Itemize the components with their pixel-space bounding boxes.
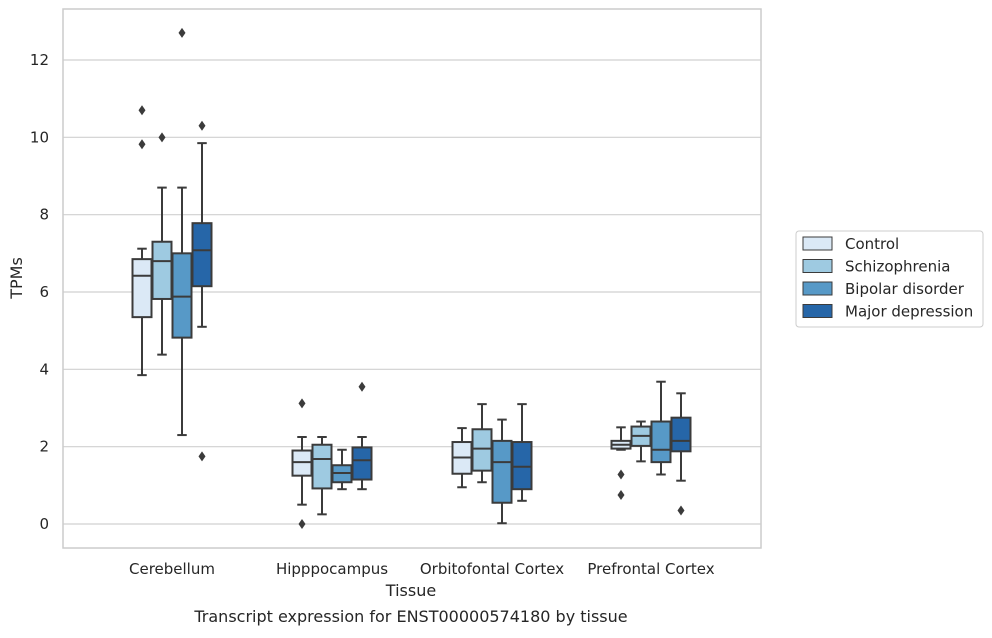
outlier-point (158, 132, 166, 143)
box-bipolar-disorder (650, 380, 672, 476)
iqr-box (650, 420, 672, 464)
x-tick-label: Cerebellum (129, 560, 215, 578)
iqr-box (131, 258, 153, 319)
outlier-point (617, 469, 625, 480)
y-tick-label: 12 (30, 51, 49, 69)
outlier-point (138, 139, 146, 150)
legend-label: Bipolar disorder (845, 280, 965, 298)
box-bipolar-disorder (491, 418, 513, 525)
iqr-box (191, 222, 213, 288)
outlier-point (298, 519, 306, 529)
box-schizophrenia (151, 132, 173, 356)
plot-frame (62, 8, 762, 549)
legend-label: Control (845, 235, 899, 253)
x-tick-label: Hipppocampus (276, 560, 388, 578)
box-schizophrenia (630, 420, 652, 463)
outlier-point (178, 27, 186, 38)
outlier-point (198, 120, 206, 131)
y-tick-label: 6 (39, 283, 49, 301)
box-schizophrenia (471, 403, 493, 484)
y-axis-label: TPMs (7, 257, 26, 300)
y-tick-label: 2 (39, 438, 49, 456)
box-major-depression (511, 403, 533, 502)
chart-caption: Transcript expression for ENST0000057418… (193, 607, 627, 626)
legend-label: Schizophrenia (845, 258, 950, 276)
outlier-point (298, 398, 306, 409)
iqr-box (171, 252, 193, 339)
iqr-box (351, 446, 373, 481)
box-control (610, 426, 632, 500)
iqr-box (151, 240, 173, 300)
legend: Control Schizophrenia Bipolar disorder Majo… (795, 230, 984, 328)
outlier-point (138, 105, 146, 116)
box-control (291, 398, 313, 529)
iqr-box (311, 443, 333, 490)
x-axis-label: Tissue (385, 581, 436, 600)
outlier-point (358, 381, 366, 392)
y-tick-label: 8 (39, 206, 49, 224)
box-major-depression (670, 392, 692, 516)
box-control (131, 105, 153, 377)
y-tick-label: 4 (39, 360, 49, 378)
legend-label: Major depression (845, 303, 973, 321)
iqr-box (511, 441, 533, 491)
x-tick-label: Orbitofontal Cortex (420, 560, 564, 578)
legend-swatch (802, 304, 833, 318)
box-plots (131, 27, 692, 529)
iqr-box (491, 439, 513, 504)
legend-swatch (802, 236, 833, 251)
box-control (451, 427, 473, 489)
legend-swatch (802, 281, 833, 296)
outlier-point (198, 451, 206, 462)
outlier-point (617, 490, 625, 500)
y-tick-label: 10 (30, 128, 49, 146)
y-tick-label: 0 (39, 515, 49, 533)
box-bipolar-disorder (171, 27, 193, 437)
box-major-depression (191, 120, 213, 462)
y-tick-labels: 0 2 4 6 8 10 12 (30, 51, 49, 533)
box-bipolar-disorder (331, 448, 353, 491)
box-major-depression (351, 381, 373, 491)
iqr-box (471, 428, 493, 472)
legend-frame (795, 230, 984, 328)
iqr-box (670, 416, 692, 453)
outlier-point (677, 505, 685, 516)
box-schizophrenia (311, 436, 333, 516)
legend-swatch (802, 259, 833, 273)
x-tick-label: Prefrontal Cortex (587, 560, 714, 578)
x-tick-labels: Cerebellum Hipppocampus Orbitofontal Corte… (129, 560, 715, 578)
